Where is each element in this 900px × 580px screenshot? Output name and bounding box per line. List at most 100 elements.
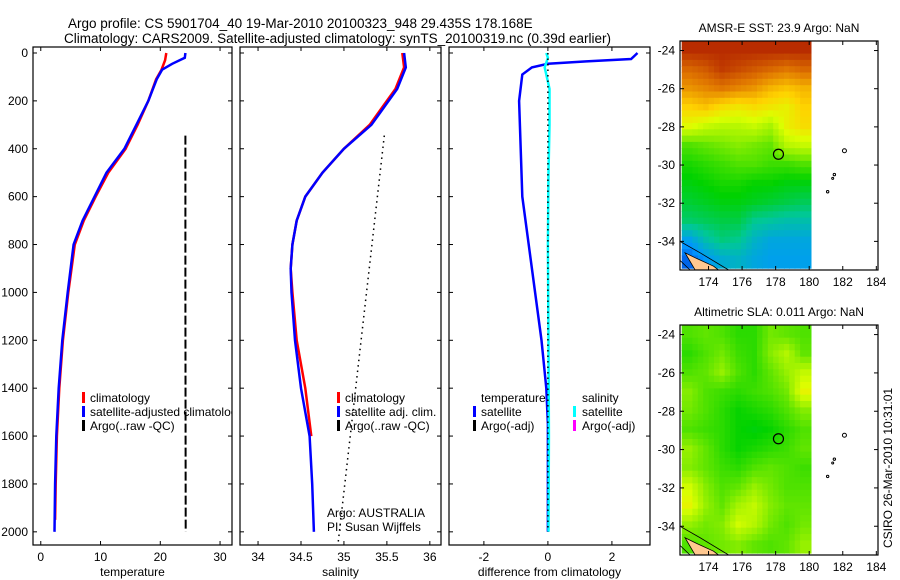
map-cell — [730, 66, 737, 74]
map-cell — [789, 470, 796, 478]
map-cell — [697, 388, 704, 396]
map-cell — [730, 160, 737, 168]
map-cell — [719, 388, 726, 396]
map-cell — [714, 236, 720, 244]
map-cell — [789, 186, 796, 193]
difference-legend: temperature satellite Argo(-adj) salinit… — [473, 391, 635, 433]
map-cell — [724, 477, 731, 484]
map-cell — [740, 382, 747, 389]
map-cell — [746, 66, 753, 74]
map-cell — [719, 59, 726, 67]
map-cell — [692, 445, 699, 453]
map-cell — [800, 66, 807, 74]
legend-swatch-argo — [82, 420, 85, 431]
map-cell — [805, 129, 812, 137]
map-cell — [784, 261, 790, 269]
map-cell — [714, 464, 720, 472]
map-cell — [789, 141, 796, 149]
map-cell — [778, 123, 785, 130]
map-cell — [789, 369, 796, 377]
map-cell — [746, 249, 753, 257]
x-tick-label: 36 — [423, 550, 437, 564]
map-cell — [697, 217, 704, 225]
map-cell — [714, 230, 720, 238]
legend-label: climatology — [90, 391, 150, 405]
map-cell — [794, 198, 801, 206]
map-cell — [794, 249, 801, 257]
map-cell — [746, 211, 753, 219]
map-cell — [708, 141, 715, 149]
map-cell — [703, 413, 710, 421]
map-cell — [724, 344, 731, 351]
map-cell — [805, 154, 812, 162]
map-cell — [794, 413, 801, 421]
map-cell — [692, 91, 699, 99]
series-line-climatology — [289, 52, 406, 437]
map-cell — [708, 186, 715, 193]
map-cell — [794, 534, 801, 541]
map-cell — [773, 388, 780, 396]
map-cell — [740, 458, 747, 465]
map-cell — [681, 445, 688, 453]
map-cell — [714, 261, 720, 269]
map-cell — [794, 464, 801, 472]
map-cell — [708, 458, 715, 465]
map-cell — [746, 97, 753, 105]
map-cell — [703, 407, 710, 415]
map-cell — [789, 527, 796, 535]
map-cell — [735, 432, 742, 440]
map-cell — [697, 205, 704, 212]
map-cell — [692, 217, 699, 225]
map-cell — [757, 369, 763, 377]
map-cell — [719, 78, 726, 86]
map-cell — [708, 534, 715, 541]
map-cell — [762, 515, 769, 522]
map-cell — [735, 97, 742, 105]
map-cell — [692, 483, 699, 491]
map-cell — [740, 47, 747, 55]
map-cell — [773, 356, 780, 364]
map-cell — [740, 534, 747, 541]
map-cell — [762, 432, 769, 440]
map-cell — [714, 198, 720, 206]
map-cell — [800, 59, 807, 67]
map-cell — [778, 496, 785, 503]
legend-swatch-argo — [337, 420, 340, 431]
map-cell — [746, 458, 753, 465]
map-cell — [681, 344, 688, 351]
map-cell — [773, 401, 780, 408]
map-cell — [708, 337, 715, 345]
legend-label: Argo(-adj) — [582, 419, 635, 433]
map-cell — [708, 123, 715, 130]
map-cell — [751, 104, 758, 111]
map-cell — [784, 407, 790, 415]
map-cell — [773, 458, 780, 465]
map-cell — [687, 236, 694, 244]
map-cell — [778, 369, 785, 377]
map-cell — [751, 141, 758, 149]
map-cell — [767, 104, 774, 111]
map-cell — [724, 489, 731, 497]
map-cell — [805, 426, 812, 434]
map-cell — [789, 41, 796, 48]
map-cell — [681, 236, 688, 244]
map-cell — [708, 236, 715, 244]
map-cell — [751, 66, 758, 74]
map-cell — [800, 337, 807, 345]
map-cell — [773, 135, 780, 143]
map-cell — [703, 72, 710, 80]
island-marker — [841, 148, 847, 154]
map-cell — [703, 508, 710, 516]
map-cell — [714, 515, 720, 522]
map-cell — [784, 502, 790, 510]
map-cell — [703, 432, 710, 440]
map-cell — [687, 464, 694, 472]
map-cell — [789, 236, 796, 244]
map-cell — [746, 344, 753, 351]
map-cell — [784, 217, 790, 225]
map-cell — [687, 47, 694, 55]
map-cell — [805, 534, 812, 541]
map-cell — [789, 534, 796, 541]
map-cell — [757, 363, 763, 370]
map-cell — [708, 104, 715, 111]
